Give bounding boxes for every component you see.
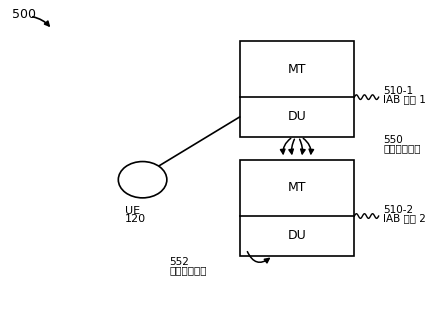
Text: MT: MT (288, 181, 306, 194)
Text: 510-2: 510-2 (383, 205, 413, 215)
Text: MT: MT (288, 63, 306, 76)
Text: 120: 120 (125, 214, 146, 224)
Bar (240, 160, 354, 256)
Text: IAB 节点 1: IAB 节点 1 (383, 94, 426, 104)
Circle shape (118, 162, 167, 198)
Text: 测量参考信号: 测量参考信号 (169, 265, 206, 275)
Text: 510-1: 510-1 (383, 86, 413, 96)
Text: IAB 节点 2: IAB 节点 2 (383, 213, 426, 223)
Text: DU: DU (288, 229, 306, 242)
Text: 500: 500 (12, 8, 36, 21)
Text: DU: DU (288, 111, 306, 124)
Text: 发送参考信号: 发送参考信号 (383, 143, 420, 153)
Text: UE: UE (125, 206, 140, 216)
Text: 552: 552 (169, 257, 189, 267)
Bar (240, 41, 354, 137)
Text: 550: 550 (383, 135, 403, 145)
